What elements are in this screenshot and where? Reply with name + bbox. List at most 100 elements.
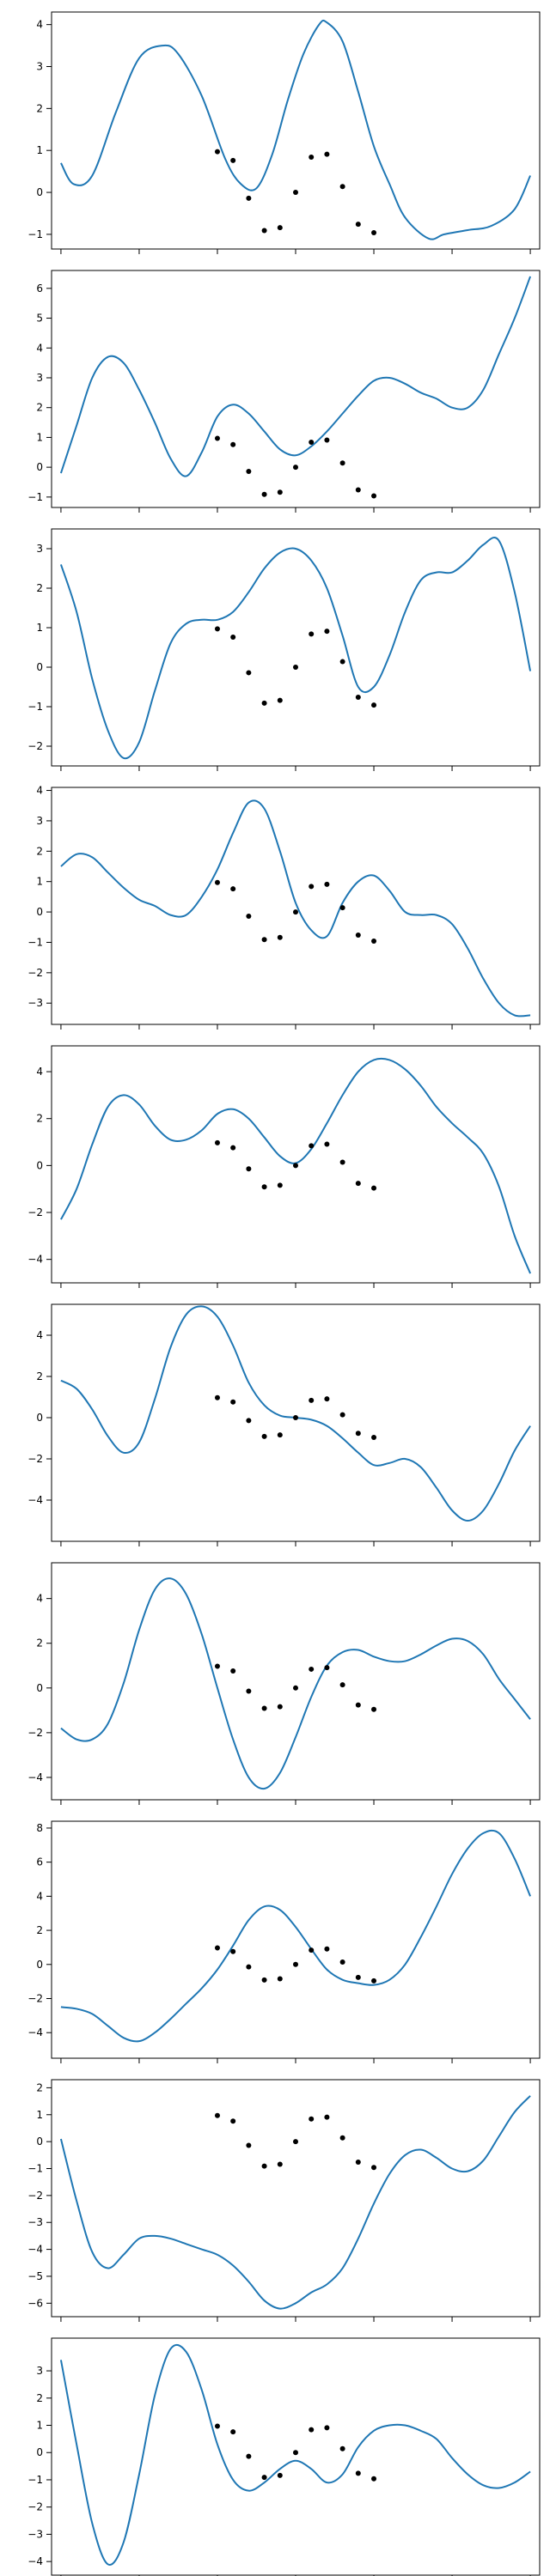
observation-point: [230, 886, 236, 892]
observation-point: [261, 1433, 267, 1439]
observation-point: [246, 1166, 252, 1172]
observation-point: [293, 1415, 298, 1420]
observation-point: [309, 2427, 315, 2433]
ytick-label: 4: [36, 19, 43, 31]
observation-point: [293, 1961, 298, 1967]
observation-point: [339, 905, 345, 911]
observation-point: [246, 914, 252, 920]
observation-point: [371, 702, 377, 708]
ytick-label: 2: [36, 582, 43, 594]
observation-point: [261, 2475, 267, 2481]
ytick-label: 0: [36, 2136, 43, 2148]
ytick-label: −2: [28, 2501, 43, 2513]
ytick-label: −4: [28, 1254, 43, 1266]
ytick-label: 2: [36, 2392, 43, 2404]
observation-point: [324, 881, 330, 887]
observation-point: [293, 909, 298, 915]
ytick-label: 2: [36, 1924, 43, 1936]
sample-curve: [60, 799, 531, 1018]
axes-frame: [51, 528, 541, 767]
ytick-label: 3: [36, 61, 43, 73]
observation-point: [246, 2142, 252, 2148]
ytick-label: −1: [28, 228, 43, 240]
observation-point: [277, 697, 283, 703]
observation-point: [371, 1978, 377, 1984]
observation-point: [371, 2476, 377, 2482]
observation-point: [261, 937, 267, 943]
observation-point: [293, 1163, 298, 1169]
observation-point: [246, 2453, 252, 2459]
observation-point: [214, 1945, 220, 1951]
observation-point: [293, 2139, 298, 2145]
observation-point: [371, 229, 377, 235]
observation-point: [371, 493, 377, 499]
panel-7: −4 −2 0 2 4: [28, 1562, 541, 1805]
observation-point: [324, 1665, 330, 1671]
ytick-label: 5: [36, 313, 43, 325]
observation-point: [214, 1139, 220, 1145]
observation-point: [339, 2135, 345, 2141]
ytick-label: −2: [28, 1993, 43, 2005]
observation-point: [339, 184, 345, 190]
observation-point: [277, 2472, 283, 2478]
observation-point: [214, 435, 220, 441]
observation-point: [293, 2450, 298, 2456]
ytick-label: 3: [36, 372, 43, 384]
ytick-label: 2: [36, 1113, 43, 1125]
observation-point: [293, 1685, 298, 1691]
observation-point: [246, 468, 252, 474]
ytick-label: 4: [36, 1329, 43, 1341]
observation-point: [246, 670, 252, 676]
observation-point: [339, 1682, 345, 1688]
axes-frame: [51, 270, 541, 508]
ytick-label: −1: [28, 491, 43, 503]
ytick-label: −3: [28, 997, 43, 1009]
ytick-label: 0: [36, 1159, 43, 1171]
ytick-label: 1: [36, 144, 43, 156]
ytick-label: −2: [28, 1206, 43, 1218]
ytick-label: 0: [36, 906, 43, 918]
ytick-label: 2: [36, 402, 43, 414]
observation-point: [261, 1705, 267, 1711]
ytick-label: −1: [28, 936, 43, 948]
sample-curve: [60, 19, 531, 240]
axes-frame: [51, 1303, 541, 1542]
ytick-label: 2: [36, 1637, 43, 1649]
observation-point: [339, 2445, 345, 2451]
observation-point: [324, 1946, 330, 1952]
observation-point: [371, 1706, 377, 1712]
observation-point: [324, 2425, 330, 2431]
ytick-label: 4: [36, 1890, 43, 1902]
ytick-label: 1: [36, 2420, 43, 2432]
observation-point: [324, 1396, 330, 1402]
ytick-label: −4: [28, 2555, 43, 2567]
observation-point: [214, 1663, 220, 1669]
observation-point: [277, 934, 283, 940]
ytick-label: 1: [36, 2109, 43, 2121]
observation-point: [309, 2116, 315, 2122]
observation-point: [309, 155, 315, 161]
ytick-label: 3: [36, 2365, 43, 2377]
observation-point: [324, 1141, 330, 1147]
observation-point: [246, 195, 252, 201]
observation-point: [339, 1959, 345, 1965]
observation-point: [371, 1185, 377, 1191]
panel-3: −2 −1 0 1 2 3: [28, 528, 541, 771]
observation-point: [214, 2423, 220, 2429]
sample-curve: [59, 2095, 531, 2310]
observation-point: [371, 1435, 377, 1441]
observation-point: [355, 1702, 361, 1708]
observation-point: [261, 1184, 267, 1190]
ytick-label: 4: [36, 1066, 43, 1078]
observation-point: [355, 1181, 361, 1187]
ytick-label: 3: [36, 815, 43, 827]
ytick-label: 2: [36, 102, 43, 114]
ytick-label: 1: [36, 431, 43, 443]
ytick-label: −1: [28, 2163, 43, 2175]
observation-point: [277, 1432, 283, 1438]
observation-point: [246, 1418, 252, 1424]
ytick-label: 8: [36, 1822, 43, 1834]
ytick-label: −4: [28, 1494, 43, 1506]
ytick-label: −2: [28, 967, 43, 979]
